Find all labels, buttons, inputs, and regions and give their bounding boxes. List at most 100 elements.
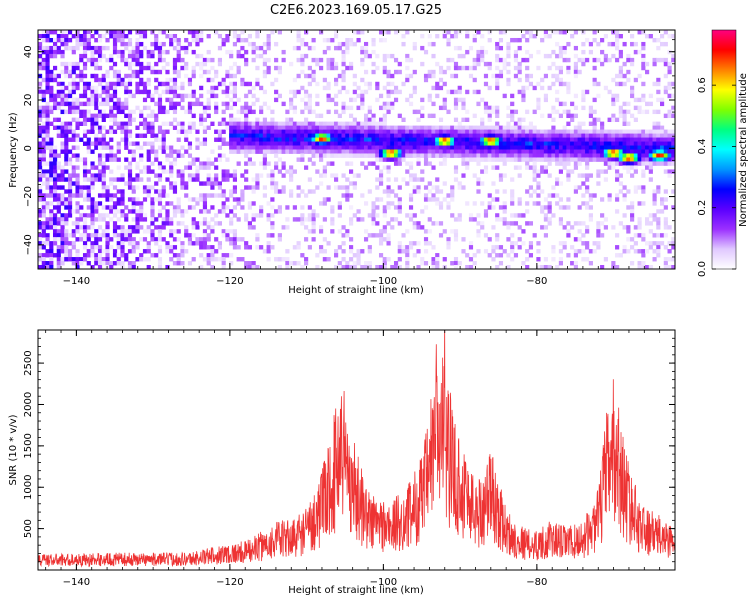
heatmap-cell	[296, 45, 301, 51]
heatmap-cell	[180, 249, 185, 254]
heatmap-cell	[86, 149, 91, 154]
heatmap-cell	[38, 81, 43, 87]
heatmap-cell	[536, 173, 541, 178]
heatmap-cell	[558, 205, 563, 210]
heatmap-cell	[334, 145, 339, 150]
heatmap-cell	[390, 73, 395, 79]
heatmap-cell	[214, 101, 219, 107]
heatmap-cell	[663, 225, 668, 230]
heatmap-cell	[390, 89, 395, 95]
heatmap-cell	[150, 133, 155, 138]
heatmap-cell	[49, 225, 54, 230]
heatmap-cell	[611, 97, 616, 103]
heatmap-cell	[442, 81, 447, 87]
heatmap-cell	[334, 141, 339, 146]
heatmap-cell	[480, 117, 485, 123]
heatmap-cell	[648, 213, 653, 218]
heatmap-cell	[330, 137, 335, 142]
heatmap-cell	[558, 169, 563, 174]
heatmap-cell	[105, 241, 110, 246]
heatmap-cell	[45, 117, 50, 123]
heatmap-cell	[247, 81, 252, 87]
heatmap-cell	[513, 65, 519, 71]
heatmap-cell	[450, 133, 455, 138]
heatmap-cell	[124, 101, 129, 107]
heatmap-cell	[49, 241, 54, 246]
heatmap-cell	[461, 65, 466, 71]
heatmap-cell	[502, 209, 507, 214]
heatmap-cell	[45, 49, 50, 55]
x-tick-label: −80	[526, 276, 547, 287]
heatmap-cell	[270, 177, 275, 182]
heatmap-cell	[266, 105, 271, 111]
heatmap-cell	[461, 129, 466, 134]
heatmap-cell	[277, 237, 282, 242]
heatmap-cell	[600, 197, 605, 202]
heatmap-cell	[139, 177, 144, 182]
heatmap-cell	[97, 57, 103, 63]
heatmap-cell	[94, 37, 99, 43]
heatmap-cell	[259, 213, 264, 218]
heatmap-cell	[446, 129, 451, 134]
heatmap-cell	[450, 89, 455, 95]
heatmap-cell	[573, 249, 578, 254]
heatmap-cell	[468, 137, 474, 142]
heatmap-cell	[660, 101, 665, 107]
heatmap-cell	[191, 157, 196, 162]
heatmap-cell	[251, 85, 256, 91]
heatmap-cell	[667, 141, 672, 146]
heatmap-cell	[577, 145, 582, 150]
heatmap-cell	[56, 81, 61, 87]
heatmap-cell	[558, 221, 563, 226]
heatmap-cell	[161, 169, 166, 174]
heatmap-cell	[356, 173, 361, 178]
heatmap-cell	[240, 105, 245, 111]
heatmap-cell	[577, 149, 582, 154]
heatmap-cell	[405, 53, 410, 59]
heatmap-cell	[90, 249, 95, 254]
heatmap-cell	[667, 265, 672, 269]
heatmap-cell	[135, 241, 140, 246]
heatmap-cell	[367, 189, 372, 194]
heatmap-cell	[142, 65, 148, 71]
heatmap-cell	[259, 161, 264, 166]
heatmap-cell	[180, 57, 185, 63]
heatmap-cell	[116, 233, 121, 238]
heatmap-cell	[38, 45, 43, 51]
heatmap-cell	[169, 33, 174, 39]
heatmap-cell	[199, 121, 204, 126]
heatmap-cell	[648, 141, 653, 146]
heatmap-cell	[157, 105, 163, 111]
heatmap-cell	[120, 37, 125, 43]
heatmap-cell	[453, 153, 459, 158]
heatmap-cell	[345, 133, 350, 138]
heatmap-cell	[588, 213, 593, 218]
heatmap-cell	[457, 125, 462, 130]
heatmap-cell	[401, 177, 406, 182]
heatmap-cell	[652, 57, 657, 63]
heatmap-cell	[375, 53, 380, 59]
heatmap-cell	[154, 133, 159, 138]
heatmap-cell	[341, 101, 346, 107]
heatmap-cell	[67, 109, 73, 115]
heatmap-cell	[56, 237, 61, 242]
heatmap-cell	[285, 225, 290, 230]
heatmap-cell	[382, 113, 387, 119]
heatmap-cell	[38, 117, 43, 123]
heatmap-cell	[56, 193, 61, 198]
heatmap-cell	[453, 97, 459, 103]
heatmap-cell	[513, 145, 519, 150]
heatmap-cell	[652, 241, 657, 246]
heatmap-cell	[349, 97, 354, 103]
heatmap-cell	[289, 149, 294, 154]
heatmap-cell	[660, 133, 665, 138]
heatmap-cell	[221, 117, 226, 123]
heatmap-cell	[656, 145, 661, 150]
heatmap-cell	[667, 225, 672, 230]
heatmap-cell	[397, 141, 402, 146]
heatmap-cell	[450, 189, 455, 194]
heatmap-cell	[416, 125, 421, 130]
heatmap-cell	[371, 233, 376, 238]
heatmap-cell	[382, 149, 387, 154]
heatmap-cell	[225, 253, 230, 258]
